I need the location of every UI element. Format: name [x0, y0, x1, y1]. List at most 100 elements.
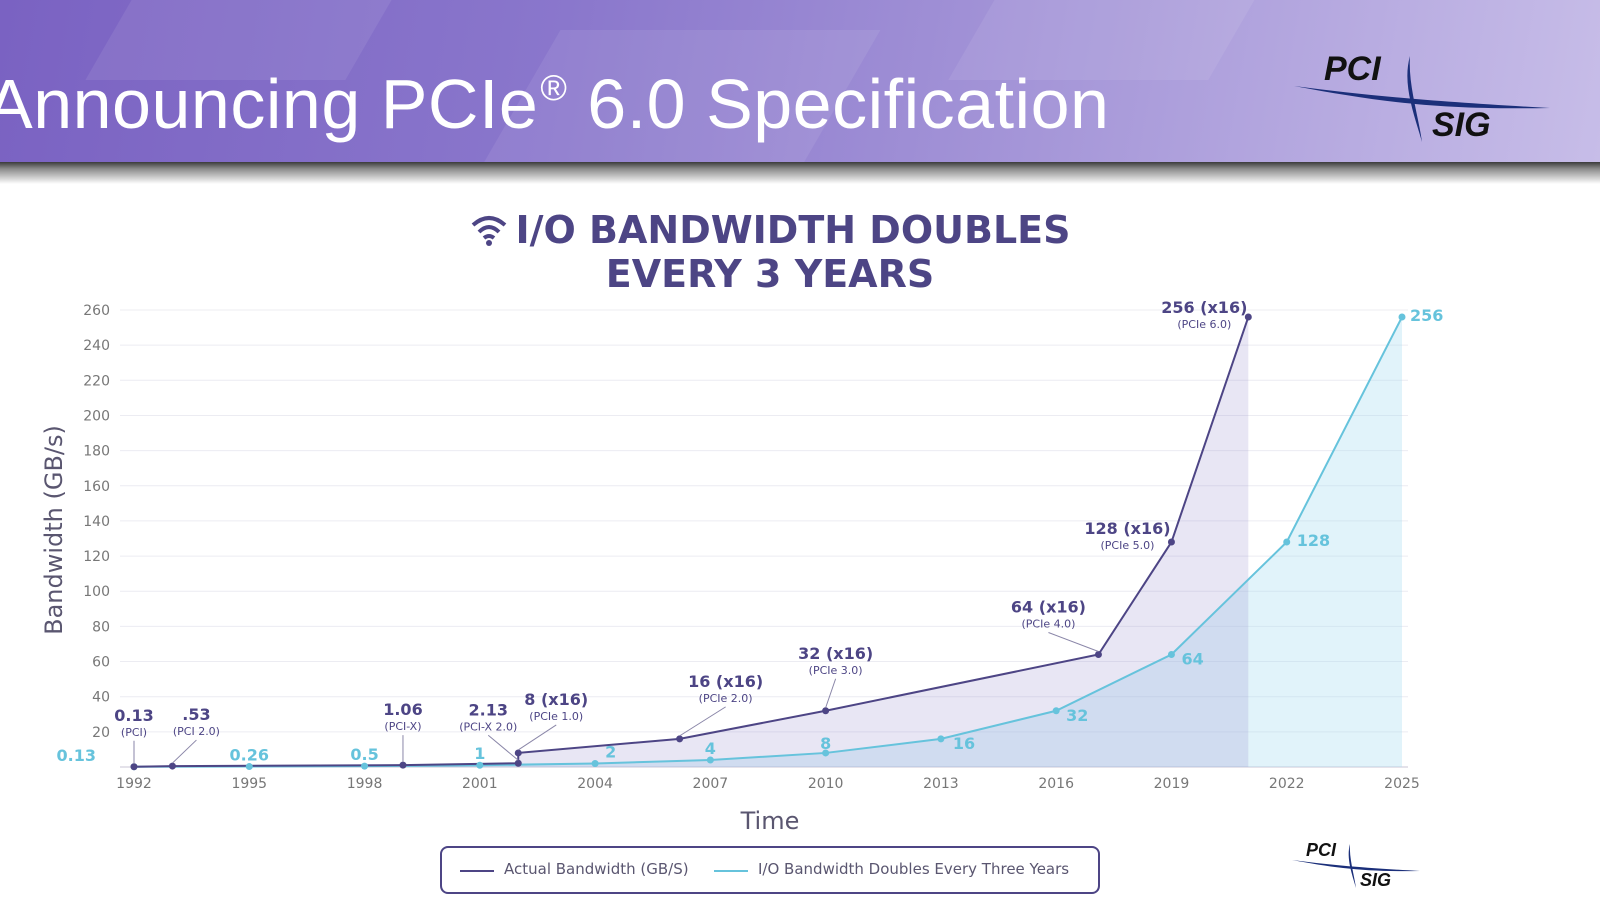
y-tick-label: 40: [92, 690, 110, 706]
actual-data-sublabel: (PCIe 6.0): [1177, 318, 1231, 331]
actual-series-line: [133, 316, 1250, 768]
x-tick-label: 2022: [1269, 776, 1305, 792]
actual-data-sublabel: (PCIe 4.0): [1021, 618, 1075, 631]
doubling-point: [1398, 313, 1406, 321]
y-tick-label: 200: [83, 408, 110, 424]
x-tick-label: 1998: [347, 776, 383, 792]
pci-sig-logo-small: PCI SIG: [1290, 838, 1430, 894]
actual-point: [822, 707, 830, 715]
legend-label-doubling: I/O Bandwidth Doubles Every Three Years: [758, 860, 1070, 878]
page-title-suffix: 6.0 Specification: [567, 65, 1110, 143]
page-title: Announcing PCIe® 6.0 Specification: [0, 64, 1109, 144]
actual-point: [1094, 651, 1102, 659]
y-axis-title: Bandwidth (GB/s): [40, 425, 68, 635]
doubling-area: [134, 317, 1402, 767]
label-leader-line: [172, 739, 197, 764]
label-leader-line: [517, 724, 557, 751]
x-tick-label: 2007: [693, 776, 729, 792]
actual-data-sublabel: (PCIe 2.0): [699, 692, 753, 705]
doubling-data-label: 1: [474, 744, 485, 763]
doubling-point: [937, 735, 945, 743]
y-tick-label: 220: [83, 373, 110, 389]
label-leader-line: [1048, 632, 1099, 652]
actual-data-sublabel: (PCI): [121, 726, 147, 739]
actual-point: [514, 749, 522, 757]
header-banner: Announcing PCIe® 6.0 Specification: [0, 0, 1600, 162]
x-tick-label: 2004: [577, 776, 613, 792]
actual-data-sublabel: (PCI 2.0): [173, 725, 220, 738]
doubling-point: [245, 763, 253, 771]
label-leader-line: [825, 678, 837, 708]
actual-data-sublabel: (PCIe 1.0): [529, 710, 583, 723]
actual-data-label: 32 (x16): [798, 644, 873, 663]
actual-data-label: .53: [182, 705, 210, 724]
doubling-point: [1167, 651, 1175, 659]
doubling-data-label: 256: [1410, 306, 1443, 325]
y-tick-label: 240: [83, 338, 110, 354]
page-title-text: Announcing PCIe: [0, 65, 539, 143]
y-tick-label: 80: [92, 619, 110, 635]
x-tick-label: 1995: [231, 776, 267, 792]
actual-data-label: 256 (x16): [1161, 298, 1247, 317]
doubling-data-label: 16: [953, 734, 975, 753]
y-tick-label: 20: [92, 725, 110, 741]
logo-swoosh-icon: [1294, 56, 1550, 142]
actual-data-sublabel: (PCIe 3.0): [809, 664, 863, 677]
logo-swoosh-icon: [1292, 844, 1420, 888]
doubling-data-label: 0.13: [57, 746, 96, 765]
label-leader-line: [679, 706, 726, 737]
doubling-data-label: 64: [1181, 650, 1203, 669]
chart-title-line-1-text: I/O BANDWIDTH DOUBLES: [515, 208, 1071, 252]
logo-small-text-pci: PCI: [1306, 840, 1337, 860]
x-tick-label: 2025: [1384, 776, 1420, 792]
legend-swatch-doubling: [714, 870, 748, 872]
doubling-point: [476, 761, 484, 769]
actual-point: [130, 763, 138, 771]
doubling-point: [591, 759, 599, 767]
legend-label-actual: Actual Bandwidth (GB/S): [504, 860, 689, 878]
pci-sig-logo: PCI SIG: [1290, 44, 1570, 154]
doubling-data-label: 0.5: [350, 745, 378, 764]
doubling-point: [361, 762, 369, 770]
chart-title: I/O BANDWIDTH DOUBLES EVERY 3 YEARS: [0, 208, 1540, 296]
banner-shadow: [0, 162, 1600, 184]
actual-area: [134, 317, 1249, 767]
logo-text-sig: SIG: [1432, 106, 1491, 144]
doubling-data-label: 32: [1066, 706, 1088, 725]
y-tick-label: 60: [92, 655, 110, 671]
actual-data-sublabel: (PCI-X 2.0): [459, 720, 517, 733]
logo-small-text-sig: SIG: [1360, 870, 1392, 890]
doubling-data-label: 4: [705, 739, 716, 758]
actual-data-sublabel: (PCIe 5.0): [1101, 539, 1155, 552]
chart-title-line-2: EVERY 3 YEARS: [605, 252, 935, 296]
actual-data-label: 16 (x16): [688, 672, 763, 691]
doubling-data-label: 128: [1297, 531, 1330, 550]
actual-data-label: 128 (x16): [1084, 519, 1170, 538]
doubling-data-label: 2: [605, 742, 616, 761]
registered-mark: ®: [540, 67, 568, 108]
actual-data-label: 0.13: [114, 706, 153, 725]
actual-point: [1244, 313, 1252, 321]
actual-data-label: 64 (x16): [1011, 598, 1086, 617]
actual-point: [514, 759, 522, 767]
actual-point: [1167, 538, 1175, 546]
actual-data-label: 1.06: [383, 700, 422, 719]
actual-data-sublabel: (PCI-X): [384, 720, 421, 733]
y-tick-label: 260: [83, 303, 110, 319]
chart-title-line-1: I/O BANDWIDTH DOUBLES: [0, 208, 1540, 252]
y-tick-label: 120: [83, 549, 110, 565]
legend-swatch-actual: [460, 870, 494, 872]
x-tick-label: 1992: [116, 776, 152, 792]
logo-text-pci: PCI: [1324, 50, 1381, 88]
doubling-point: [1283, 538, 1291, 546]
x-tick-label: 2001: [462, 776, 498, 792]
y-tick-label: 160: [83, 479, 110, 495]
x-axis-title: Time: [740, 807, 800, 835]
actual-data-label: 2.13: [469, 700, 508, 719]
actual-point: [676, 735, 684, 743]
x-tick-label: 2016: [1038, 776, 1074, 792]
actual-point: [168, 762, 176, 770]
label-leader-line: [487, 734, 519, 761]
y-tick-label: 100: [83, 584, 110, 600]
